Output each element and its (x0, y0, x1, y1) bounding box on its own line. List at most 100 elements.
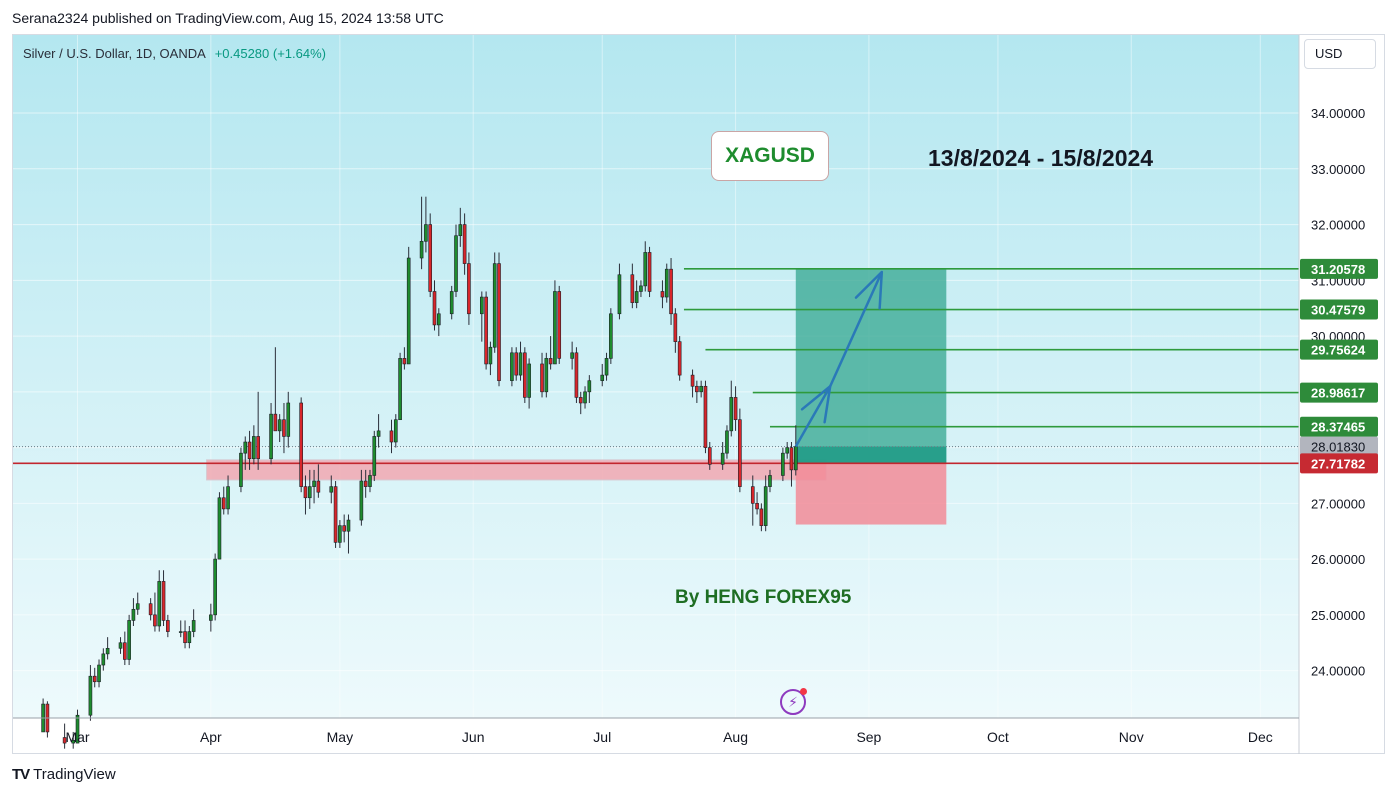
candle (514, 347, 519, 381)
tradingview-brand[interactable]: TV TradingView (12, 766, 116, 783)
candle (527, 358, 531, 409)
price-label-target: 31.20578 (1300, 258, 1378, 279)
x-tick-label: Nov (1119, 729, 1144, 745)
candle-body (789, 447, 794, 471)
symbol-legend: Silver / U.S. Dollar, 1D, OANDA +0.45280… (23, 46, 326, 61)
candle (583, 386, 587, 409)
notification-dot (800, 688, 807, 695)
candle-body (578, 397, 583, 404)
candle (209, 603, 213, 632)
candle-body (750, 486, 755, 504)
candle (398, 352, 402, 421)
candle (217, 492, 222, 560)
candle (269, 402, 273, 465)
candle (497, 252, 501, 387)
price-label-text: 28.01830 (1311, 440, 1365, 455)
candle-body (467, 263, 471, 315)
candle (634, 280, 639, 309)
candle-body (763, 486, 768, 526)
candle-body (647, 252, 652, 292)
candle-body (540, 363, 544, 393)
candle-body (458, 224, 463, 237)
candle-body (449, 291, 454, 315)
candle-body (338, 525, 342, 543)
candle (45, 701, 50, 738)
price-label-text: 27.71782 (1311, 456, 1365, 471)
candle (406, 246, 411, 365)
arrow-head-end (854, 270, 884, 310)
candle (669, 258, 673, 325)
candle-body (604, 358, 609, 376)
candle-body (269, 413, 273, 460)
candle-body (127, 620, 131, 660)
lightning-icon[interactable]: ⚡ (780, 688, 807, 715)
candle (677, 336, 682, 381)
candle-body (733, 397, 738, 421)
y-tick-label: 27.00000 (1311, 496, 1365, 511)
candle (480, 291, 484, 342)
candle-body (148, 603, 153, 616)
price-label-target: 29.75624 (1300, 339, 1378, 360)
candle-body (226, 486, 230, 510)
candle (256, 391, 260, 470)
tradingview-logo-icon: TV (12, 766, 30, 783)
chart-frame[interactable] (12, 34, 1385, 754)
candle (161, 570, 166, 627)
candle-body (286, 402, 291, 437)
candle (131, 598, 136, 627)
candle (639, 280, 643, 298)
candle-body (583, 391, 587, 404)
grid-lines (13, 35, 1299, 718)
candle (630, 263, 635, 309)
candle (316, 464, 321, 498)
candle (467, 252, 471, 325)
candle-body (282, 419, 286, 437)
candle-body (677, 341, 682, 376)
candle (346, 514, 351, 554)
candle-body (299, 402, 303, 487)
candle (763, 475, 768, 532)
candle (101, 648, 106, 671)
candle-body (71, 740, 76, 744)
candle (553, 280, 557, 365)
candle (247, 430, 252, 470)
candle (153, 592, 157, 632)
candle (166, 614, 170, 638)
candle-body (187, 631, 192, 644)
candle (738, 408, 742, 493)
candle (454, 224, 458, 298)
price-label-entry: 27.71782 (1300, 453, 1378, 474)
currency-selector[interactable]: USD (1304, 39, 1376, 69)
candle-body (419, 240, 424, 259)
candle-body (553, 291, 557, 365)
time-axis[interactable]: Mar Apr May Jun Jul Aug Sep Oct Nov Dec (65, 729, 1272, 745)
candle-body (510, 352, 514, 381)
candle (303, 475, 308, 515)
candle-body (217, 497, 222, 560)
ticker-label: XAGUSD (711, 131, 829, 181)
candle-body (428, 224, 433, 292)
candle (707, 442, 712, 470)
price-label-text: 28.37465 (1311, 420, 1365, 435)
candle (299, 397, 303, 493)
candle (88, 665, 93, 721)
candle-body (75, 714, 80, 744)
x-tick-label: Sep (856, 729, 881, 745)
price-label-target: 30.47579 (1300, 299, 1378, 320)
candle (105, 637, 110, 660)
candle-body (105, 648, 110, 655)
candle (359, 469, 364, 526)
price-labels: 31.20578 30.47579 29.75624 28.98617 28.37465… (1300, 258, 1378, 474)
candle-body (643, 252, 648, 287)
candle-body (518, 352, 523, 376)
x-tick-label: May (327, 729, 353, 745)
candle-body (548, 358, 553, 365)
candle-body (307, 486, 312, 499)
candle-body (781, 452, 785, 476)
candle (286, 391, 291, 448)
candle (252, 425, 256, 465)
candle-body (333, 486, 338, 543)
x-tick-label: Oct (987, 729, 1009, 745)
candle (720, 442, 725, 470)
